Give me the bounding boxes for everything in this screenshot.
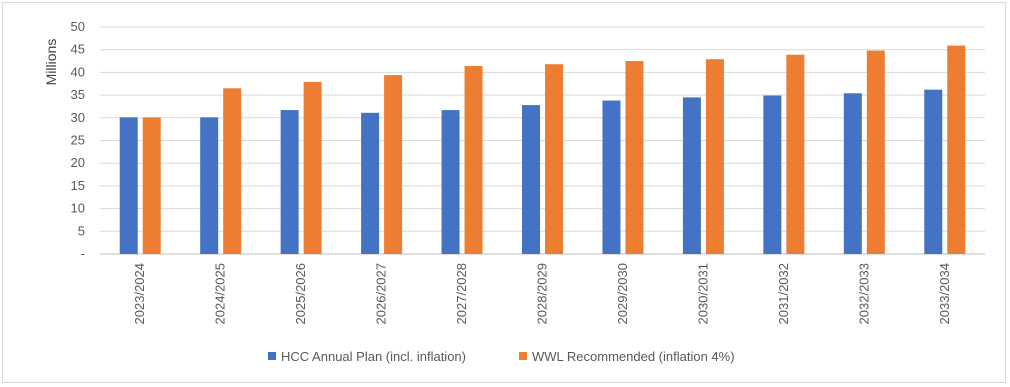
bar-wwl-2026-2027 (384, 75, 403, 255)
y-axis-label: Millions (43, 39, 59, 86)
bar-wwl-2033-2034 (947, 45, 966, 254)
x-tick-label: 2024/2025 (213, 263, 228, 324)
bar-hcc-2024-2025 (200, 117, 219, 254)
bar-wwl-2023-2024 (142, 117, 161, 254)
y-tick-label: 40 (71, 64, 85, 79)
bars (119, 45, 966, 255)
y-tick-label: 25 (71, 133, 85, 148)
y-tick-label: 30 (71, 110, 85, 125)
bar-wwl-2031-2032 (786, 54, 805, 254)
bar-wwl-2027-2028 (464, 66, 483, 254)
bar-hcc-2028-2029 (522, 105, 540, 254)
bar-hcc-2025-2026 (280, 110, 299, 254)
y-axis-ticks: - 5 10 15 20 25 30 35 40 45 50 (71, 19, 85, 261)
legend-swatch (519, 352, 527, 360)
x-tick-label: 2023/2024 (132, 263, 147, 324)
x-tick-label: 2029/2030 (615, 263, 630, 324)
x-axis-ticks: 2023/2024 2024/2025 2025/2026 2026/2027 2027… (132, 263, 952, 324)
legend-label: HCC Annual Plan (incl. inflation) (281, 349, 466, 364)
bar-wwl-2025-2026 (303, 81, 322, 255)
bar-hcc-2032-2033 (843, 93, 862, 254)
gridlines (100, 26, 985, 255)
y-tick-label: 15 (71, 178, 85, 193)
x-tick-label: 2032/2033 (856, 263, 871, 324)
legend: HCC Annual Plan (incl. inflation) WWL Rec… (268, 349, 735, 364)
bar-wwl-2030-2031 (705, 59, 724, 254)
y-tick-label: 45 (71, 42, 85, 57)
x-tick-label: 2026/2027 (374, 263, 389, 324)
y-tick-label: 50 (71, 19, 85, 34)
x-tick-label: 2027/2028 (454, 263, 469, 324)
bar-wwl-2028-2029 (545, 64, 563, 254)
x-tick-label: 2033/2034 (937, 263, 952, 324)
y-tick-label: 10 (71, 201, 85, 216)
bar-hcc-2026-2027 (361, 112, 380, 254)
bar-wwl-2024-2025 (223, 88, 242, 254)
x-tick-label: 2025/2026 (293, 263, 308, 324)
bar-hcc-2027-2028 (441, 110, 460, 254)
bar-wwl-2029-2030 (625, 61, 644, 254)
y-tick-label: 20 (71, 155, 85, 170)
bar-hcc-2033-2034 (924, 89, 943, 254)
legend-label: WWL Recommended (inflation 4%) (532, 349, 735, 364)
chart-frame (2, 2, 1006, 383)
bar-hcc-2030-2031 (682, 97, 701, 255)
x-tick-label: 2030/2031 (695, 263, 710, 324)
bar-hcc-2031-2032 (763, 95, 782, 254)
bar-wwl-2032-2033 (866, 50, 885, 254)
bar-hcc-2029-2030 (602, 100, 621, 254)
x-tick-label: 2031/2032 (776, 263, 791, 324)
y-tick-label: - (81, 246, 85, 261)
legend-swatch (268, 352, 276, 360)
y-tick-label: 5 (78, 223, 85, 238)
x-tick-label: 2028/2029 (535, 263, 550, 324)
y-tick-label: 35 (71, 87, 85, 102)
bar-hcc-2023-2024 (119, 117, 138, 254)
